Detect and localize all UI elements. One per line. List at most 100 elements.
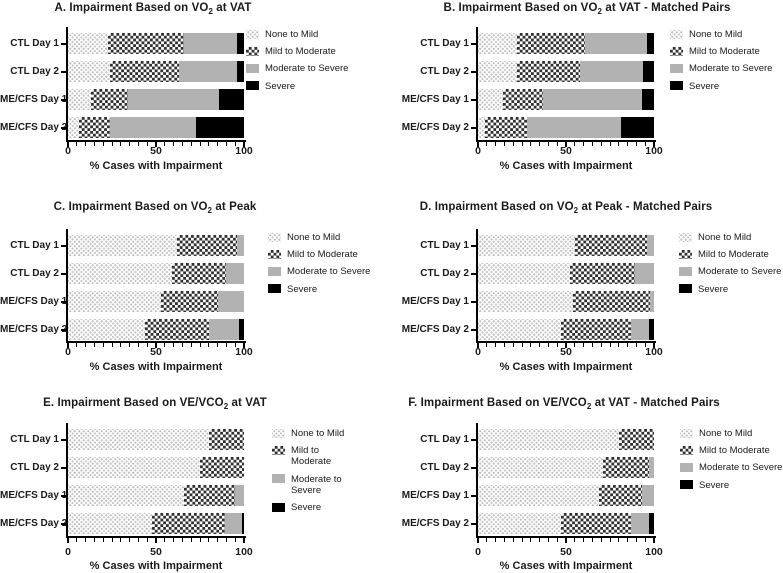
title-text: F. Impairment Based on VE/VCO [408, 397, 587, 409]
y-tick [471, 467, 476, 469]
bar-me-cfs-day-2 [478, 513, 654, 534]
x-minor-tick [591, 538, 594, 542]
y-axis-line [66, 229, 68, 343]
x-minor-tick [137, 343, 140, 347]
x-minor-tick [583, 538, 585, 542]
title-subscript: 2 [586, 401, 592, 411]
bar-ctl-day-2 [68, 263, 244, 284]
x-minor-tick [530, 538, 532, 542]
legend-item-severe: Severe [272, 502, 357, 513]
x-major-tick [477, 343, 479, 348]
bar-me-cfs-day-1 [68, 89, 244, 110]
bar-me-cfs-day-1 [68, 291, 244, 312]
x-minor-tick [190, 142, 192, 146]
legend-label-moderate-to-severe: Moderate to Severe [265, 63, 349, 75]
x-major-tick [653, 142, 655, 147]
x-minor-tick [111, 142, 113, 146]
x-tick-label-100: 100 [235, 546, 253, 558]
category-label-ctl-day-2: CTL Day 2 [10, 462, 59, 473]
category-label-ctl-day-1: CTL Day 1 [10, 38, 59, 49]
x-minor-tick [217, 142, 219, 146]
y-tick [61, 467, 66, 469]
bar-me-cfs-day-1 [478, 89, 654, 110]
legend-item-none-to-mild: None to Mild [246, 29, 348, 40]
legend-swatch-none-to-mild [670, 29, 683, 39]
y-axis-line [476, 229, 478, 343]
bar-me-cfs-day-2 [478, 319, 654, 340]
x-minor-tick [234, 538, 236, 542]
segment-none-to-mild [68, 457, 200, 478]
legend-label-none-to-mild: None to Mild [698, 232, 752, 243]
x-minor-tick [85, 343, 87, 347]
legend-swatch-severe [272, 502, 285, 512]
legend-item-mild-to-moderate: Mild to Moderate [268, 249, 370, 260]
x-minor-tick [129, 343, 131, 347]
x-minor-tick [102, 343, 104, 347]
legend-label-severe: Severe [689, 80, 720, 92]
legend: None to Mild Mild to Moderate Moderate to … [272, 428, 357, 519]
segment-severe [641, 89, 654, 110]
segment-severe [236, 61, 244, 82]
y-tick [61, 495, 66, 497]
title-subscript: 2 [223, 401, 229, 411]
legend-swatch-severe [670, 81, 683, 91]
x-minor-tick [146, 538, 148, 542]
x-tick-label-50: 50 [150, 546, 162, 558]
legend-label-none-to-mild: None to Mild [699, 428, 753, 439]
title-text: at VAT - Matched Pairs [591, 397, 720, 409]
segment-severe [646, 33, 654, 54]
legend-item-moderate-to-severe: Moderate to Severe [670, 63, 772, 74]
y-axis-line [476, 423, 478, 538]
x-major-tick [477, 538, 479, 543]
y-axis-line [66, 423, 68, 538]
legend-swatch-severe [680, 480, 693, 490]
segment-none-to-mild [478, 235, 575, 256]
panel-title-d: D. Impairment Based on VO2 at Peak - Mat… [419, 201, 713, 215]
segment-moderate-to-severe [585, 33, 647, 54]
segment-mild-to-moderate [569, 263, 635, 284]
title-text: E. Impairment Based on VE/VCO [43, 397, 224, 409]
legend-item-moderate-to-severe: Moderate to Severe [680, 462, 782, 473]
legend-swatch-moderate-to-severe [268, 266, 281, 276]
legend-swatch-none-to-mild [246, 29, 259, 39]
x-major-tick [653, 343, 655, 348]
segment-moderate-to-severe [110, 117, 197, 138]
x-axis-title: % Cases with Impairment [89, 560, 223, 572]
legend-item-severe: Severe [680, 480, 782, 491]
x-minor-tick [111, 343, 113, 347]
segment-none-to-mild [478, 117, 486, 138]
y-tick [471, 43, 476, 45]
x-tick-label-50: 50 [560, 546, 572, 558]
bar-ctl-day-2 [478, 263, 654, 284]
segment-mild-to-moderate [78, 117, 111, 138]
x-minor-tick [574, 343, 576, 347]
x-minor-tick [574, 142, 576, 146]
x-minor-tick [512, 343, 514, 347]
x-minor-tick [85, 142, 87, 146]
legend-swatch-mild-to-moderate [268, 249, 281, 259]
segment-none-to-mild [478, 513, 561, 534]
panel-title-f: F. Impairment Based on VE/VCO2 at VAT - … [408, 397, 720, 411]
x-minor-tick [120, 142, 122, 146]
y-tick [471, 99, 476, 101]
segment-mild-to-moderate [599, 485, 642, 506]
y-tick [471, 71, 476, 73]
legend-item-severe: Severe [268, 284, 370, 295]
bar-me-cfs-day-2 [478, 117, 654, 138]
x-minor-tick [111, 538, 113, 542]
segment-mild-to-moderate [110, 61, 179, 82]
panel-f: F. Impairment Based on VE/VCO2 at VAT - … [392, 385, 783, 573]
x-axis-line [476, 341, 656, 343]
x-minor-tick [146, 343, 148, 347]
y-axis-line [476, 27, 478, 142]
segment-moderate-to-severe [184, 33, 237, 54]
category-label-me-cfs-day-2: ME/CFS Day 2 [0, 518, 68, 529]
segment-severe [643, 61, 654, 82]
legend-swatch-moderate-to-severe [272, 474, 285, 484]
segment-severe [242, 513, 244, 534]
legend-swatch-none-to-mild [679, 232, 692, 242]
segment-severe [236, 33, 244, 54]
panel-title-e: E. Impairment Based on VE/VCO2 at VAT [43, 397, 267, 411]
title-text: D. Impairment Based on VO [419, 201, 574, 213]
y-tick [61, 439, 66, 441]
